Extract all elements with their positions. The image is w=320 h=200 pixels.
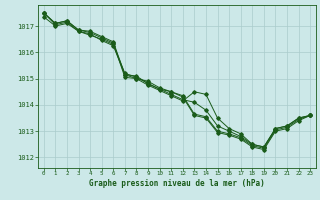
X-axis label: Graphe pression niveau de la mer (hPa): Graphe pression niveau de la mer (hPa) xyxy=(89,179,265,188)
